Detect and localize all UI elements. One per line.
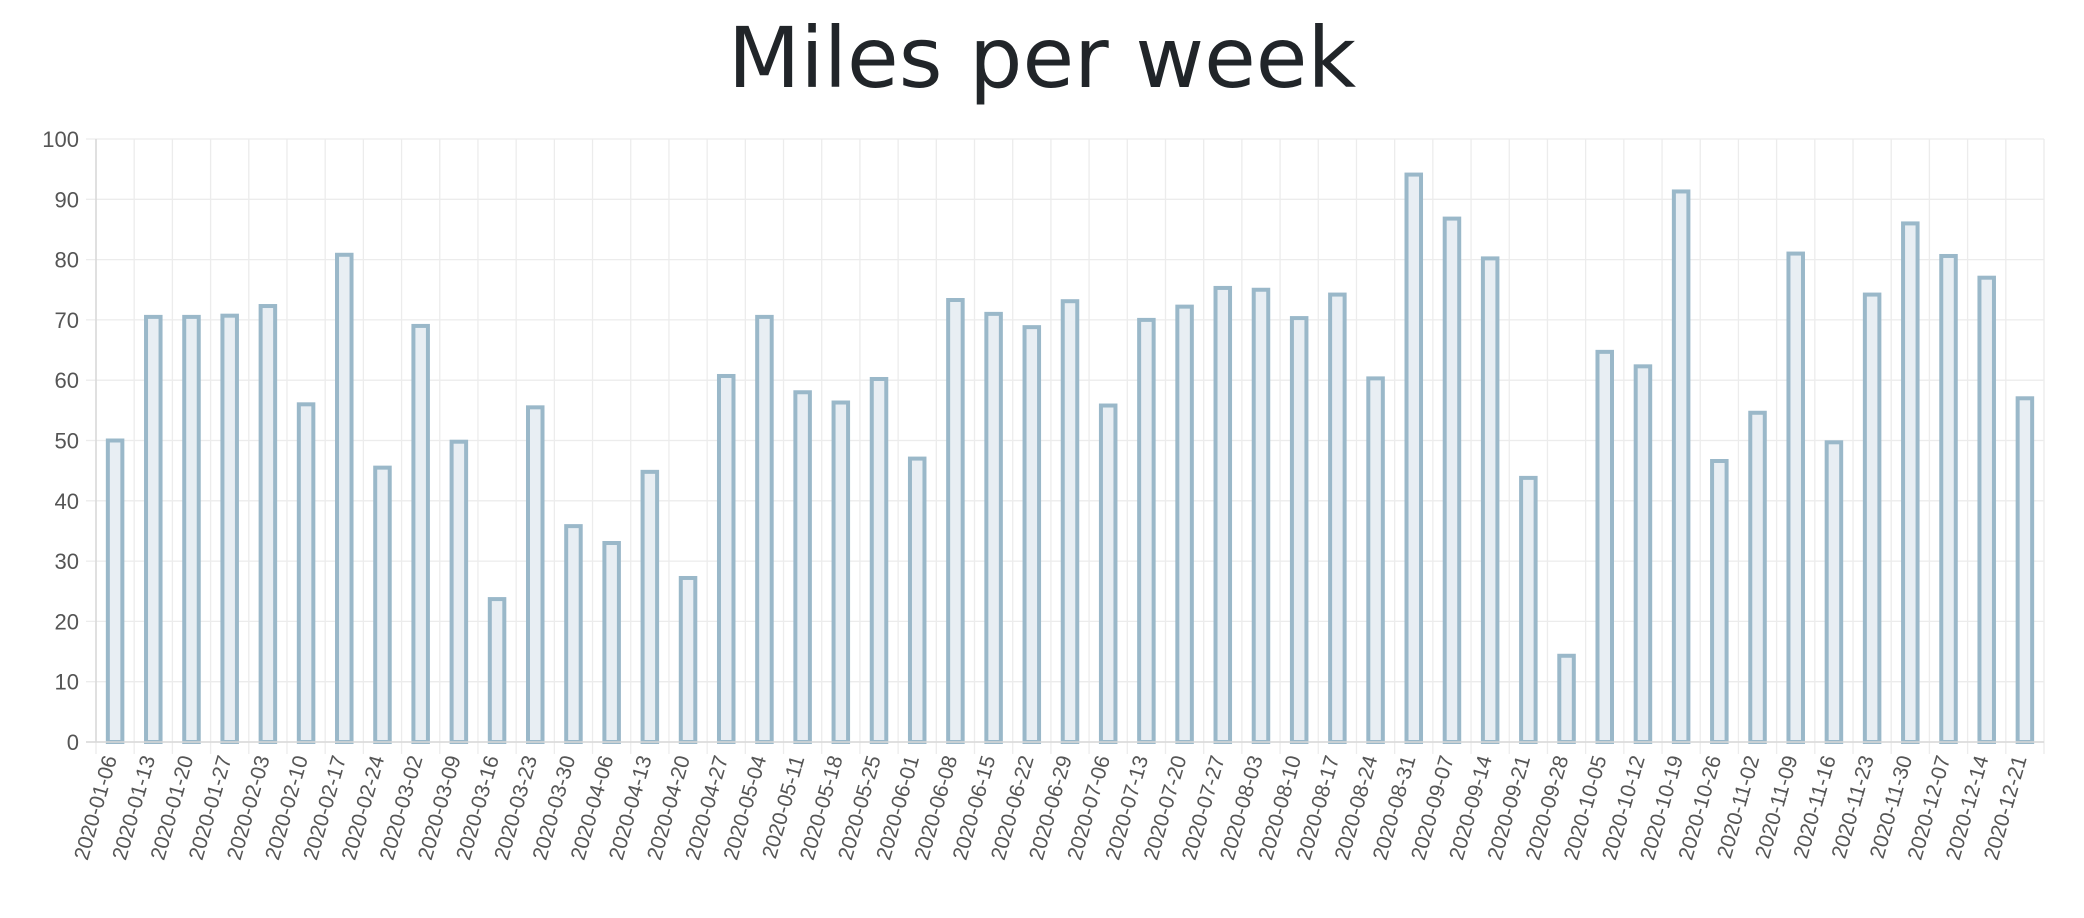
bar [1939,253,1958,744]
y-tick-label: 40 [55,489,79,514]
y-tick-label: 90 [55,187,79,212]
bar [1137,317,1156,744]
y-tick-label: 30 [55,549,79,574]
bar [1404,172,1424,744]
y-tick-label: 60 [55,368,79,393]
bar [1633,364,1653,744]
bar [1328,292,1347,744]
bar [258,304,278,744]
bar [296,402,316,744]
bar [1251,287,1271,744]
y-tick-label: 50 [55,429,79,454]
bar [525,405,545,744]
bar [1480,256,1500,744]
bar [449,439,469,744]
bar [1748,410,1767,744]
bar [220,313,239,744]
bar [678,575,698,745]
bar [1289,316,1309,744]
bar [182,314,201,744]
bar [1595,349,1615,744]
bar [1977,275,1996,744]
bar [831,400,851,744]
bar [1862,292,1882,744]
bar [2015,396,2035,744]
bar [602,541,621,745]
bar [907,456,927,744]
bar [1213,285,1233,744]
y-tick-label: 10 [55,670,79,695]
y-tick-label: 20 [55,609,79,634]
bar [1824,440,1844,744]
bar [1671,189,1691,744]
bar [1060,299,1080,744]
bar [716,373,736,744]
bar [1098,403,1118,744]
bar [1175,304,1194,744]
bar [1786,251,1805,744]
bar [1710,459,1729,744]
bar [373,465,392,744]
y-tick-label: 80 [55,248,79,273]
bar [564,524,583,744]
bar [946,298,965,744]
x-tick-labels: 2020-01-062020-01-132020-01-202020-01-27… [70,753,2032,863]
bar [869,376,889,744]
y-tick-label: 70 [55,308,79,333]
bar [984,311,1003,744]
bar [1442,216,1462,744]
axis-layer [86,139,2044,743]
y-tick-label: 0 [67,730,79,755]
bar [144,314,163,744]
bar [1557,653,1576,744]
bar [1366,376,1385,744]
bar [105,438,125,744]
bar [793,390,812,744]
bar [487,597,507,744]
y-tick-label: 100 [42,127,79,152]
bar [1519,475,1538,744]
bar [640,469,660,744]
bar [1901,221,1920,745]
bar [1022,325,1042,744]
bar [755,314,774,744]
y-tick-labels: 0 10 20 30 40 50 60 70 80 90 100 [42,127,79,755]
bar [411,323,430,744]
chart-title: Miles per week [727,9,1357,107]
bar [335,252,354,744]
